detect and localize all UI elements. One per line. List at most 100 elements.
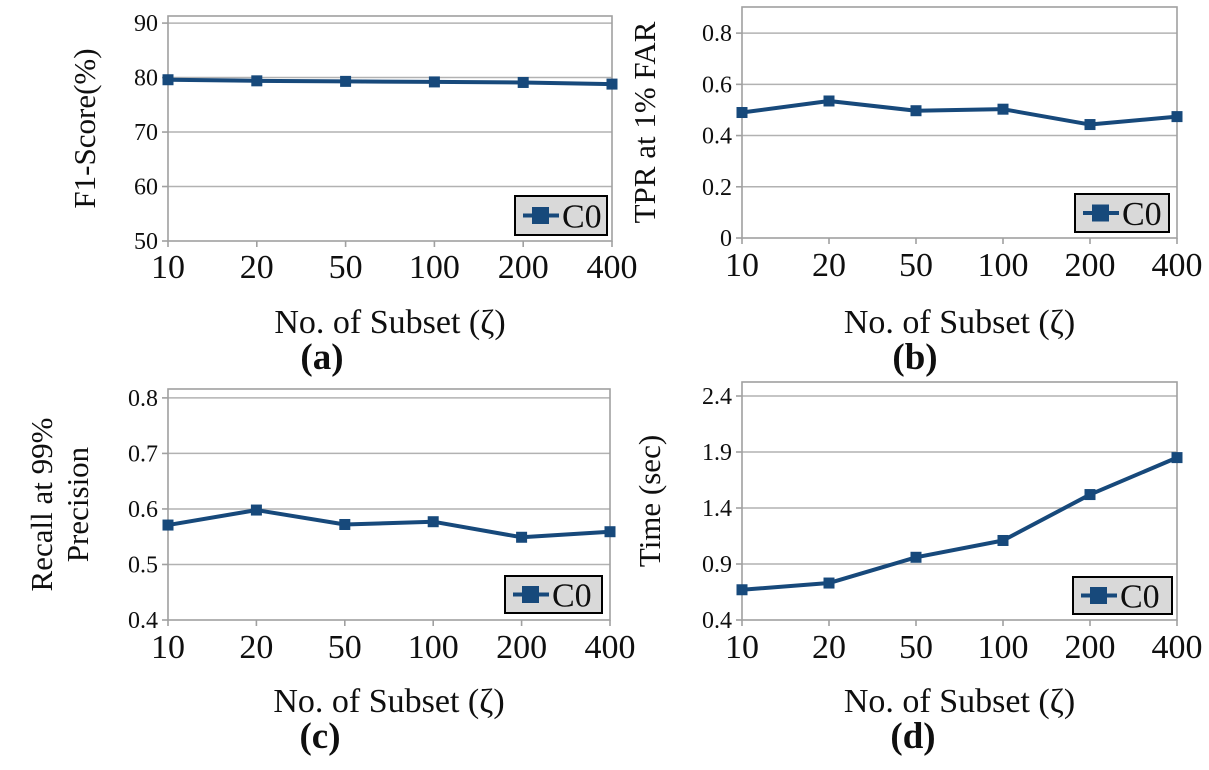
x-tick-label: 10	[725, 629, 759, 666]
series-marker	[339, 518, 351, 530]
series-marker	[1084, 119, 1096, 131]
series-marker	[251, 75, 263, 87]
plot-frame	[167, 15, 613, 242]
y-tick-label: 0.4	[702, 124, 732, 150]
legend-label: C0	[1120, 579, 1160, 616]
y-tick-label: 0.5	[128, 552, 158, 578]
series-marker	[736, 107, 748, 119]
series-marker	[604, 526, 616, 538]
panel-a: 50 60 70 80 90 10 20 50 100 200 400 C0 F1-Score(%) No…	[0, 0, 640, 378]
x-tick-label: 50	[899, 247, 933, 284]
series-marker	[340, 75, 352, 87]
chart-time-sec: 0.4 0.9 1.4 1.9 2.4 10 20 50 100 200 400 C0 Time (se…	[632, 381, 1203, 757]
plot-frame	[741, 6, 1178, 239]
series-marker	[997, 103, 1009, 115]
x-axis-title: No. of Subset (ζ)	[844, 304, 1075, 341]
x-tick-label: 50	[899, 629, 933, 666]
y-tick-label: 0.4	[702, 608, 732, 634]
series-marker	[428, 76, 440, 88]
legend-label: C0	[1122, 196, 1162, 233]
y-axis-title: F1-Score(%)	[67, 48, 102, 208]
series-marker	[910, 551, 922, 563]
panel-letter: (a)	[300, 337, 343, 378]
y-tick-label: 0.8	[128, 386, 158, 412]
x-tick-label: 50	[328, 629, 362, 666]
y-tick-label: 0.8	[702, 21, 732, 47]
series-marker	[823, 95, 835, 107]
x-tick-label: 400	[587, 249, 638, 286]
x-tick-label: 200	[1065, 629, 1116, 666]
chart-f1-score: 50 60 70 80 90 10 20 50 100 200 400 C0 F1-Score(%) No…	[67, 11, 638, 378]
series-marker	[1171, 111, 1183, 123]
series-marker	[997, 534, 1009, 546]
x-tick-label: 20	[239, 629, 273, 666]
x-tick-label: 100	[409, 249, 460, 286]
y-tick-label: 1.9	[702, 440, 732, 466]
y-tick-label: 70	[134, 120, 158, 146]
y-axis-title: Recall at 99%	[24, 418, 59, 592]
x-tick-label: 20	[812, 629, 846, 666]
panel-c: 0.4 0.5 0.6 0.7 0.8 10 20 50 100 200 400 C0 Recall a…	[0, 380, 640, 770]
x-tick-label: 20	[812, 247, 846, 284]
series-marker	[823, 577, 835, 589]
y-tick-label: 0.7	[128, 441, 158, 467]
legend-marker	[532, 207, 549, 224]
y-axis-title: Precision	[60, 446, 95, 562]
series-marker	[162, 74, 174, 86]
panel-d: 0.4 0.9 1.4 1.9 2.4 10 20 50 100 200 400 C0 Time (se…	[605, 380, 1209, 770]
x-axis-title: No. of Subset (ζ)	[844, 683, 1075, 720]
x-tick-label: 100	[978, 629, 1029, 666]
x-tick-label: 400	[585, 629, 636, 666]
series-line	[741, 455, 1178, 592]
x-tick-label: 100	[978, 247, 1029, 284]
panel-letter: (b)	[892, 337, 937, 378]
chart-recall-at-99pct-precision: 0.4 0.5 0.6 0.7 0.8 10 20 50 100 200 400 C0 Recall a…	[24, 386, 636, 757]
chart-tpr-at-1pct-far: 0 0.2 0.4 0.6 0.8 10 20 50 100 200 400 C0 TPR at 1% …	[627, 6, 1203, 378]
y-tick-label: 1.4	[702, 496, 732, 522]
x-tick-label: 50	[329, 249, 363, 286]
legend-label: C0	[552, 578, 592, 615]
legend-marker	[1092, 204, 1109, 222]
legend-label: C0	[562, 199, 602, 236]
y-tick-label: 80	[134, 66, 158, 92]
series-marker	[250, 504, 262, 516]
x-tick-label: 400	[1152, 629, 1203, 666]
panel-letter: (d)	[890, 716, 935, 757]
x-tick-label: 100	[408, 629, 459, 666]
x-tick-label: 400	[1152, 247, 1203, 284]
series-marker	[736, 584, 748, 596]
series-marker	[517, 76, 529, 88]
y-tick-label: 0	[720, 226, 732, 252]
x-axis-title: No. of Subset (ζ)	[273, 683, 504, 720]
x-tick-label: 10	[151, 249, 185, 286]
legend-marker	[522, 586, 539, 603]
plot-frame	[741, 381, 1178, 621]
series-line	[167, 508, 611, 540]
x-axis-title: No. of Subset (ζ)	[274, 304, 505, 341]
x-tick-label: 10	[725, 247, 759, 284]
x-tick-label: 20	[240, 249, 274, 286]
y-tick-label: 0.6	[702, 72, 732, 98]
y-tick-label: 90	[134, 11, 158, 37]
y-tick-label: 2.4	[702, 384, 732, 410]
series-line	[167, 77, 613, 87]
series-marker	[162, 519, 174, 531]
x-tick-label: 200	[498, 249, 549, 286]
x-tick-label: 10	[151, 629, 185, 666]
series-marker	[606, 78, 618, 90]
series-marker	[1171, 452, 1183, 464]
y-tick-label: 50	[134, 229, 158, 255]
x-tick-label: 200	[1065, 247, 1116, 284]
series-marker	[516, 531, 528, 543]
y-tick-label: 0.6	[128, 497, 158, 523]
series-marker	[1084, 489, 1096, 501]
y-tick-label: 60	[134, 175, 158, 201]
plot-frame	[167, 388, 611, 621]
panel-b: 0 0.2 0.4 0.6 0.8 10 20 50 100 200 400 C0 TPR at 1% …	[605, 0, 1209, 378]
series-line	[741, 98, 1178, 127]
series-marker	[427, 516, 439, 528]
y-tick-label: 0.9	[702, 552, 732, 578]
y-tick-label: 0.4	[128, 608, 158, 634]
series-marker	[910, 105, 922, 117]
